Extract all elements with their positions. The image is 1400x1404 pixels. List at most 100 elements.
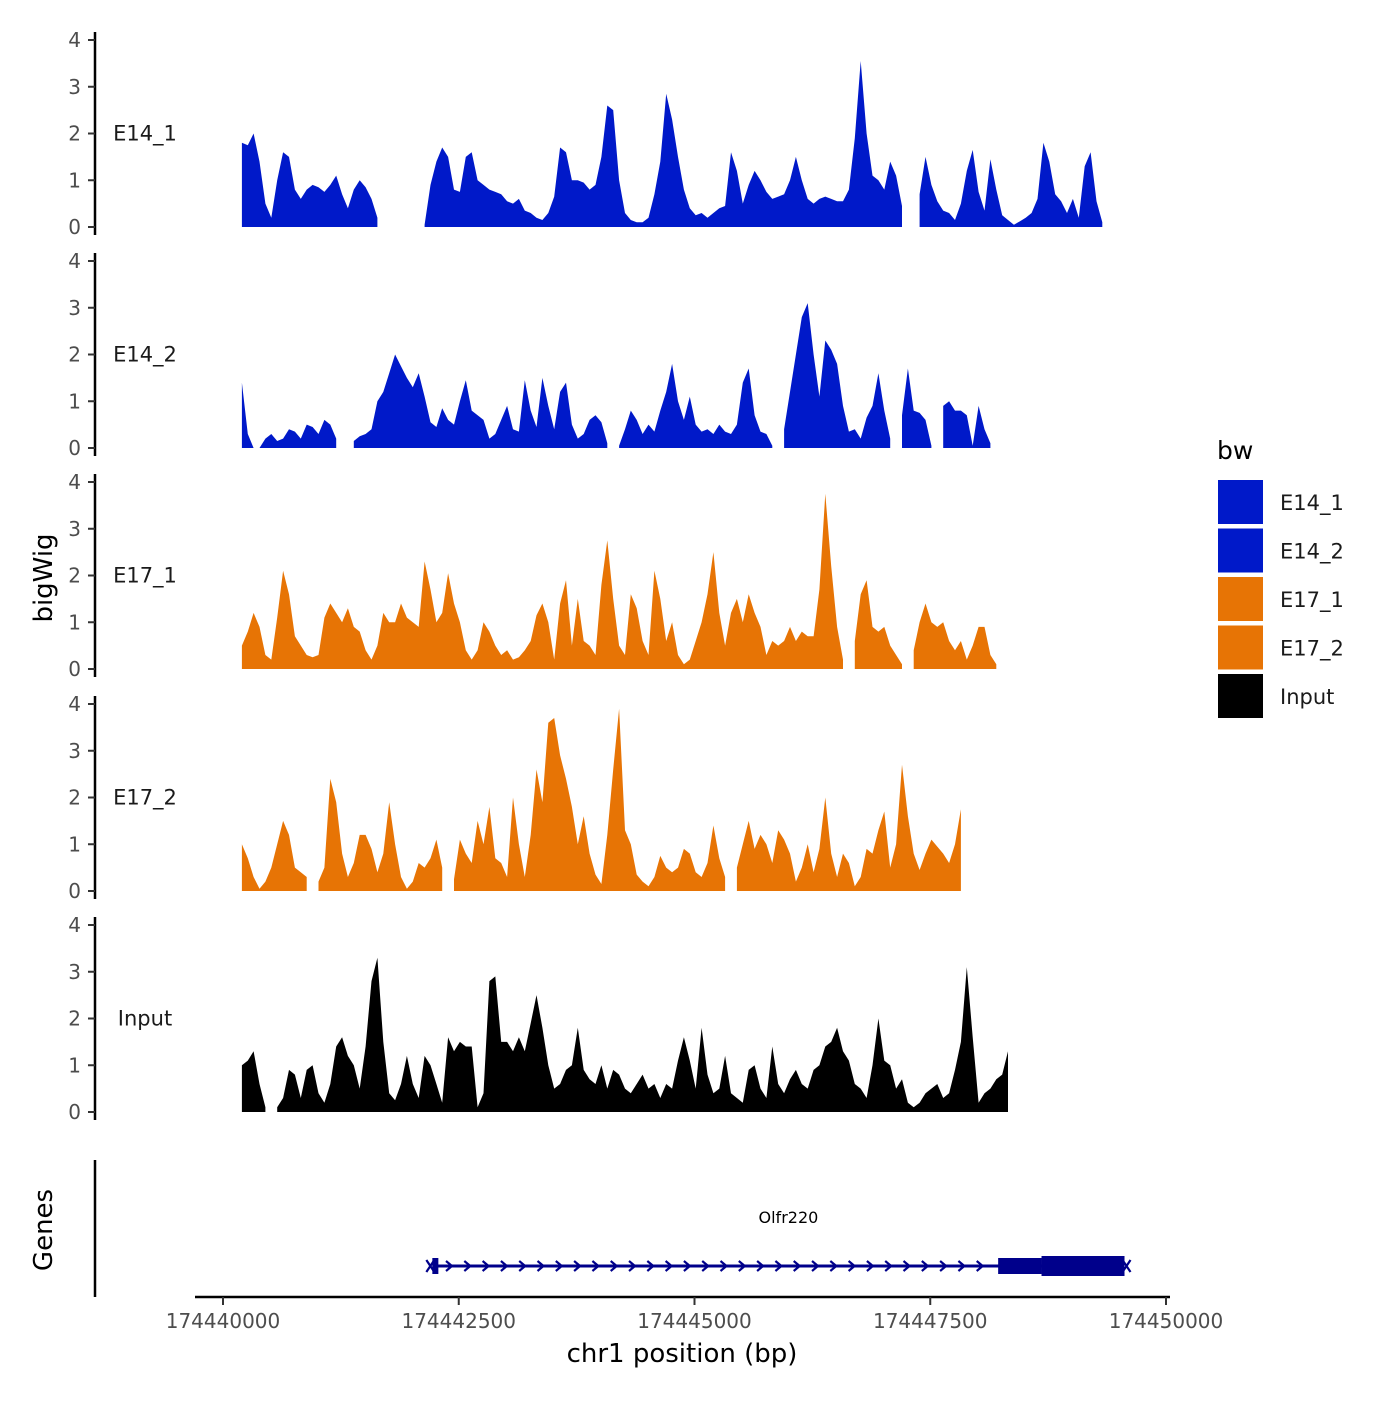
x-axis: 174440000 174442500 174445000 174447500 1744… <box>166 1295 1224 1333</box>
area-E14_2 <box>353 354 608 448</box>
strand-arrow <box>609 1260 619 1272</box>
y-tick-label: 3 <box>68 75 81 99</box>
strand-arrow <box>866 1260 875 1272</box>
area-E17_1 <box>854 580 902 669</box>
y-tick-label: 0 <box>68 436 81 460</box>
y-tick-label: 1 <box>68 168 81 192</box>
track-E17_1: 0 1 2 3 4 E17_1 <box>68 470 997 681</box>
legend-key-E14_2 <box>1218 528 1263 573</box>
area-E14_2 <box>943 401 991 448</box>
area-E14_2 <box>619 363 773 448</box>
strand-arrow <box>847 1260 857 1272</box>
legend-label-E14_1: E14_1 <box>1280 491 1344 516</box>
strand-arrow <box>646 1260 656 1272</box>
strand-arrow <box>500 1260 509 1272</box>
track-Input: 0 1 2 3 4 Input <box>68 913 1008 1124</box>
area-E14_1 <box>424 61 902 227</box>
strand-arrow <box>555 1260 564 1272</box>
strand-arrow <box>738 1260 747 1272</box>
strand-arrow <box>445 1260 454 1272</box>
legend: bw E14_1 E14_2 E17_1 E17_2 Input <box>1217 436 1344 718</box>
gene-exon <box>432 1258 439 1274</box>
legend-label-E17_2: E17_2 <box>1280 637 1344 662</box>
genes-track-title: Genes <box>29 1189 59 1271</box>
legend-label-E14_2: E14_2 <box>1280 540 1344 565</box>
y-tick-label: 3 <box>68 960 81 984</box>
legend-key-E14_1 <box>1218 480 1263 524</box>
legend-key-E17_1 <box>1218 577 1263 621</box>
strand-arrow <box>884 1260 893 1272</box>
y-tick-label: 4 <box>68 28 81 52</box>
gene-exon <box>998 1258 1042 1274</box>
gene-track: Olfr220 <box>93 1160 1132 1297</box>
y-tick-label: 3 <box>68 739 81 763</box>
strand-arrow <box>719 1260 729 1272</box>
y-tick-label: 1 <box>68 1053 81 1077</box>
area-Input <box>241 1051 266 1112</box>
area-E14_1 <box>919 142 1103 227</box>
legend-title: bw <box>1217 436 1253 465</box>
strand-arrow <box>518 1260 527 1272</box>
strand-arrow <box>591 1260 601 1272</box>
strand-arrow <box>829 1260 839 1272</box>
y-tick-label: 2 <box>68 1007 81 1031</box>
x-tick-label: 174442500 <box>401 1309 516 1333</box>
y-tick-label: 0 <box>68 879 81 903</box>
gene-exon <box>1041 1256 1125 1276</box>
track-E14_1: 0 1 2 3 4 E14_1 <box>68 28 1103 239</box>
track-label-E14_1: E14_1 <box>113 122 177 147</box>
track-label-Input: Input <box>118 1007 172 1031</box>
gene-end-marker <box>1121 1259 1132 1273</box>
y-axis-title: bigWig <box>29 533 59 622</box>
strand-arrow <box>628 1260 637 1272</box>
y-tick-label: 3 <box>68 517 81 541</box>
y-tick-label: 0 <box>68 215 81 239</box>
y-tick-label: 4 <box>68 249 81 273</box>
area-E17_2 <box>318 778 443 891</box>
y-tick-label: 0 <box>68 657 81 681</box>
legend-key-Input <box>1218 674 1263 718</box>
y-tick-label: 1 <box>68 389 81 413</box>
strand-arrow <box>902 1260 912 1272</box>
x-tick-label: 174447500 <box>873 1309 988 1333</box>
area-E17_2 <box>736 764 961 891</box>
signal-tracks: 0 1 2 3 4 E14_1 0 1 2 3 4 E14_2 0 1 2 3 4 E17_1 0 1 2 3 4 E17_2… <box>68 28 1103 1124</box>
strand-arrow <box>573 1260 582 1272</box>
y-tick-label: 2 <box>68 122 81 146</box>
track-label-E17_1: E17_1 <box>113 564 177 589</box>
strand-arrow <box>536 1260 546 1272</box>
area-E17_1 <box>913 603 997 669</box>
y-tick-label: 3 <box>68 296 81 320</box>
legend-key-E17_2 <box>1218 625 1263 670</box>
legend-label-E17_1: E17_1 <box>1280 588 1344 613</box>
y-tick-label: 2 <box>68 343 81 367</box>
y-tick-label: 4 <box>68 470 81 494</box>
strand-arrow <box>774 1260 784 1272</box>
strand-arrow <box>683 1260 692 1272</box>
area-Input <box>277 957 1008 1112</box>
track-label-E17_2: E17_2 <box>113 786 177 811</box>
strand-arrow <box>921 1260 930 1272</box>
track-label-E14_2: E14_2 <box>113 343 177 368</box>
y-tick-label: 2 <box>68 786 81 810</box>
area-E17_1 <box>241 493 843 669</box>
area-E17_2 <box>454 708 726 891</box>
area-E14_2 <box>241 382 337 448</box>
strand-arrow <box>463 1260 473 1272</box>
area-E14_2 <box>902 368 932 448</box>
area-E14_2 <box>784 303 891 448</box>
y-tick-label: 4 <box>68 913 81 937</box>
area-E14_1 <box>241 133 378 227</box>
x-tick-label: 174440000 <box>166 1309 281 1333</box>
strand-arrow <box>975 1260 985 1272</box>
strand-arrow <box>939 1260 948 1272</box>
strand-arrow <box>701 1260 710 1272</box>
strand-arrow <box>756 1260 765 1272</box>
x-tick-label: 174445000 <box>637 1309 752 1333</box>
strand-arrow <box>957 1260 967 1272</box>
x-tick-label: 174450000 <box>1109 1309 1224 1333</box>
strand-arrow <box>481 1260 491 1272</box>
x-axis-title: chr1 position (bp) <box>567 1339 798 1369</box>
